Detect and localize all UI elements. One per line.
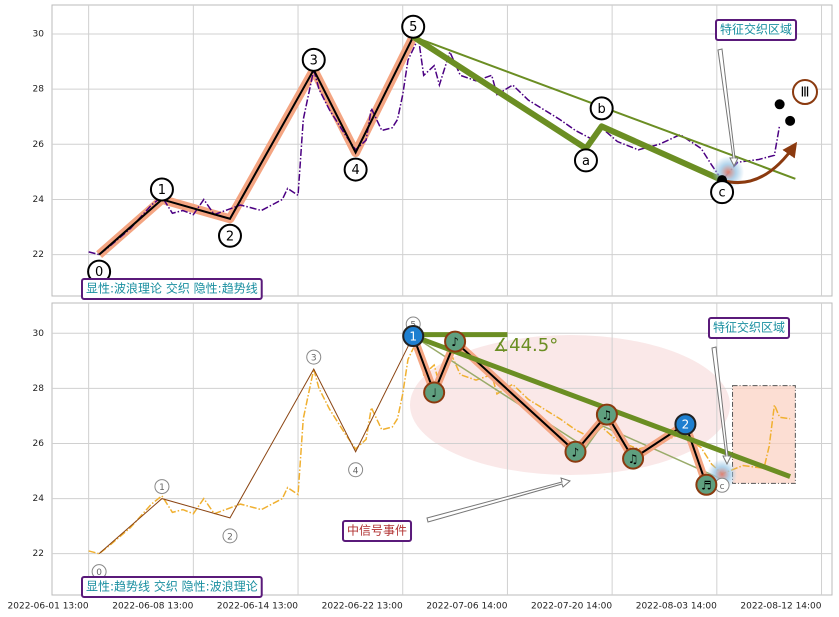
- callout-box-1: [715, 19, 798, 41]
- wave-label-circle: [301, 47, 326, 72]
- wave-degree: Ⅲ: [801, 86, 810, 101]
- y-tick-label: 26: [33, 140, 45, 150]
- legend-box-1-text: 显性:波浪理论 交织 隐性:趋势线: [86, 281, 258, 296]
- y-tick-label: 24: [33, 494, 45, 504]
- note-label: ♫: [628, 452, 639, 466]
- wave-label-circle: [348, 462, 364, 478]
- callout-arrow-2: [711, 346, 732, 466]
- note-marker: [595, 403, 618, 426]
- callout-arrow-1: [717, 48, 739, 168]
- note-marker: [423, 381, 446, 404]
- note-label: ♬: [701, 478, 712, 492]
- correction-line: [412, 335, 723, 480]
- wave-label: 3: [311, 354, 317, 364]
- wave-label: c: [720, 482, 725, 492]
- x-tick-label: 2022-07-20 14:00: [531, 602, 612, 612]
- y-tick-label: 28: [33, 384, 45, 394]
- wave-line: [98, 36, 415, 256]
- wave-label: b: [598, 102, 606, 117]
- event-box: [342, 520, 413, 542]
- note-label: ♫: [602, 408, 613, 422]
- signal-badge-label: 2: [682, 418, 690, 432]
- note-marker: [695, 473, 718, 496]
- wave-line: [98, 335, 414, 555]
- wave-label: a: [582, 154, 590, 169]
- signal-badge: [674, 413, 697, 436]
- wave-halo: [96, 34, 418, 259]
- legend-box-2: [81, 576, 263, 598]
- wave-label-circle: [217, 223, 242, 248]
- y-tick-label: 26: [33, 439, 45, 449]
- y-tick-label: 22: [33, 549, 44, 559]
- angle-label: ∡44.5°: [493, 335, 558, 356]
- legend-box-1: [81, 278, 263, 300]
- x-tick-label: 2022-07-06 14:00: [426, 602, 507, 612]
- wave-degree-circle: [792, 79, 818, 105]
- callout-2: 特征交织区域: [713, 320, 785, 335]
- wave-label: 3: [310, 53, 318, 68]
- wave-label: 0: [95, 265, 103, 280]
- note-marker: [622, 447, 645, 470]
- note-label: ♪: [451, 335, 459, 349]
- signal-badge-label: 1: [409, 330, 417, 344]
- wave-label-circle: [589, 96, 614, 121]
- y-tick-label: 28: [33, 85, 45, 95]
- panel-1-frame: [51, 4, 833, 297]
- callout-1: 特征交织区域: [720, 22, 792, 37]
- wave-label-circle: [710, 180, 735, 205]
- wave-label-circle: [573, 148, 598, 173]
- event-label: 中信号事件: [347, 523, 407, 538]
- wave-label-circle: [401, 14, 426, 39]
- panel-2-frame: [51, 302, 833, 596]
- signal-badge: [402, 325, 425, 348]
- wave-label-circle: [343, 157, 368, 182]
- wave-label: c: [718, 186, 725, 201]
- x-tick-label: 2022-06-14 13:00: [217, 602, 298, 612]
- x-tick-label: 2022-06-01 13:00: [8, 602, 89, 612]
- y-tick-label: 30: [33, 329, 45, 339]
- x-tick-label: 2022-06-08 13:00: [112, 602, 193, 612]
- wave-label-circle: [149, 177, 174, 202]
- end-point: [785, 115, 796, 126]
- wave-label: 1: [159, 483, 165, 493]
- annotation-boxes: 显性:波浪理论 交织 隐性:趋势线 显性:趋势线 交织 隐性:波浪理论 特征交织…: [81, 19, 798, 598]
- note-marker: [444, 330, 467, 353]
- wave-label-circle: [222, 528, 238, 544]
- wave-label: 0: [96, 568, 102, 578]
- x-tick-label: 2022-08-12 14:00: [740, 602, 821, 612]
- note-marker: [564, 440, 587, 463]
- correction-line: [411, 34, 724, 183]
- wave-label: 5: [409, 20, 417, 35]
- legend-box-2-text: 显性:趋势线 交织 隐性:波浪理论: [86, 579, 258, 594]
- wave-label: 2: [226, 229, 234, 244]
- wave-label-circle: [154, 479, 170, 495]
- x-tick-label: 2022-08-03 14:00: [636, 602, 717, 612]
- callout-box-2: [708, 317, 791, 339]
- x-tick-label: 2022-06-22 13:00: [322, 602, 403, 612]
- y-tick-label: 30: [33, 29, 45, 39]
- y-tick-label: 22: [33, 250, 44, 260]
- note-label: ♪: [572, 445, 580, 459]
- y-tick-label: 24: [33, 195, 45, 205]
- end-point: [774, 99, 785, 110]
- event-arrow: [426, 477, 571, 523]
- wave-label-circle: [306, 349, 322, 365]
- wave-label: 4: [353, 466, 359, 476]
- note-label: ♩: [431, 386, 437, 400]
- trend-arrow: [721, 141, 798, 185]
- price-line: [88, 35, 781, 256]
- wave-label: 4: [351, 163, 359, 178]
- wave-label: 1: [158, 183, 166, 198]
- price-line: [88, 334, 791, 555]
- wave-label: 2: [227, 532, 233, 542]
